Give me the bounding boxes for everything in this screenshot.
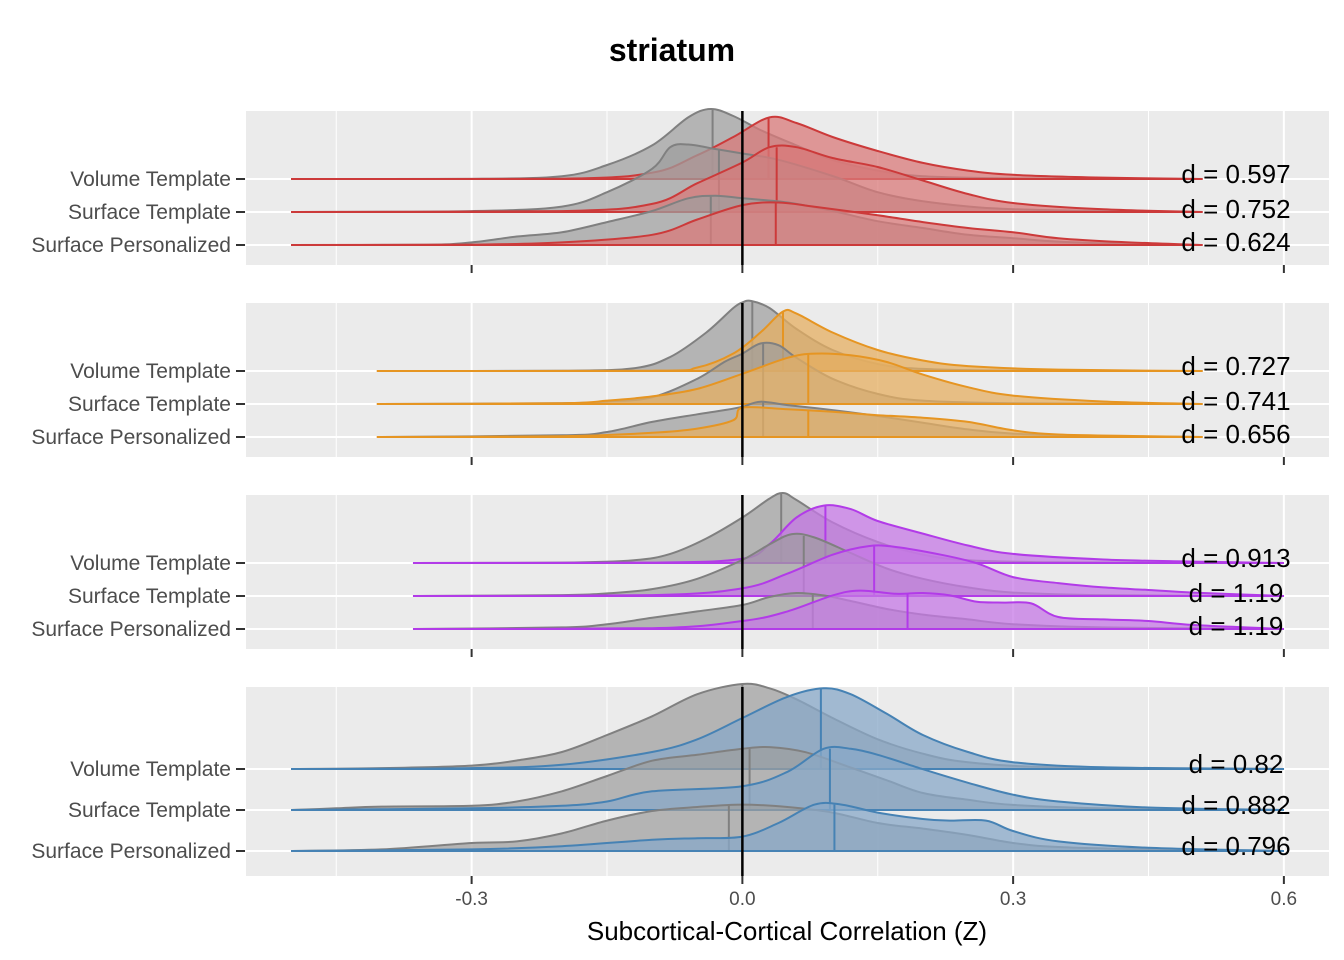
observed-density-area — [376, 309, 1203, 371]
y-tick-label: Surface Personalized — [31, 840, 231, 863]
y-tick-label: Volume Template — [70, 758, 231, 781]
y-tick-label: Surface Personalized — [31, 618, 231, 641]
x-tick-label: 0.3 — [1000, 889, 1026, 910]
y-tick-label: Volume Template — [70, 360, 231, 383]
panel-1: Volume Template Surface Template Surface P… — [31, 107, 1329, 273]
observed-density-area — [376, 407, 1203, 437]
ridge-row-3 — [412, 589, 1284, 630]
effect-size-label: d = 0.741 — [1181, 386, 1290, 416]
observed-density-area — [376, 353, 1203, 404]
effect-size-label: d = 0.656 — [1181, 419, 1290, 449]
observed-density-area — [291, 202, 1203, 245]
ridge-row-3 — [376, 400, 1203, 438]
x-axis: -0.3 0.0 0.3 0.6 — [455, 889, 1297, 910]
effect-size-label: d = 1.19 — [1189, 578, 1284, 608]
x-tick-label: 0.0 — [729, 889, 755, 910]
y-tick-label: Volume Template — [70, 552, 231, 575]
effect-size-label: d = 0.752 — [1181, 194, 1290, 224]
effect-size-label: d = 0.597 — [1181, 159, 1290, 189]
effect-size-label: d = 0.913 — [1181, 543, 1290, 573]
chart-title: striatum — [609, 32, 735, 68]
observed-density-area — [291, 116, 1203, 179]
y-tick-label: Volume Template — [70, 168, 231, 191]
effect-size-label: d = 0.796 — [1181, 831, 1290, 861]
observed-density-line — [291, 201, 1203, 246]
observed-density-area — [291, 145, 1203, 212]
observed-density-line — [291, 745, 1284, 811]
observed-density-line — [291, 687, 1284, 770]
observed-density-line — [291, 801, 1284, 852]
effect-size-label: d = 0.882 — [1181, 790, 1290, 820]
observed-density-line — [412, 589, 1284, 630]
panel-3: Volume Template Surface Template Surface P… — [31, 491, 1329, 657]
y-tick-label: Surface Template — [68, 799, 231, 822]
ridge-row-2 — [376, 341, 1203, 405]
observed-density-line — [376, 406, 1203, 438]
observed-density-line — [412, 544, 1284, 597]
y-tick-label: Surface Template — [68, 585, 231, 608]
observed-density-area — [291, 746, 1284, 810]
observed-density-line — [376, 352, 1203, 405]
panel-4: Volume Template Surface Template Surface P… — [31, 682, 1329, 884]
effect-size-label: d = 0.727 — [1181, 351, 1290, 381]
observed-density-area — [291, 688, 1284, 769]
observed-density-area — [413, 590, 1284, 629]
panel-2: Volume Template Surface Template Surface P… — [31, 299, 1329, 465]
y-tick-label: Surface Personalized — [31, 234, 231, 257]
x-tick-label: 0.6 — [1271, 889, 1297, 910]
ridge-row-2 — [291, 745, 1284, 811]
y-tick-label: Surface Template — [68, 393, 231, 416]
observed-density-area — [413, 545, 1284, 596]
observed-density-line — [291, 144, 1203, 213]
effect-size-label: d = 0.82 — [1189, 749, 1284, 779]
observed-density-line — [291, 115, 1203, 180]
y-tick-label: Surface Personalized — [31, 426, 231, 449]
observed-density-line — [412, 504, 1284, 564]
y-tick-label: Surface Template — [68, 201, 231, 224]
panels: Volume Template Surface Template Surface P… — [31, 107, 1329, 884]
observed-density-area — [291, 802, 1284, 851]
x-axis-label: Subcortical-Cortical Correlation (Z) — [587, 916, 987, 946]
observed-density-area — [413, 505, 1284, 563]
effect-size-label: d = 1.19 — [1189, 611, 1284, 641]
x-tick-label: -0.3 — [455, 889, 488, 910]
effect-size-label: d = 0.624 — [1181, 227, 1290, 257]
ridge-row-3 — [291, 801, 1284, 852]
